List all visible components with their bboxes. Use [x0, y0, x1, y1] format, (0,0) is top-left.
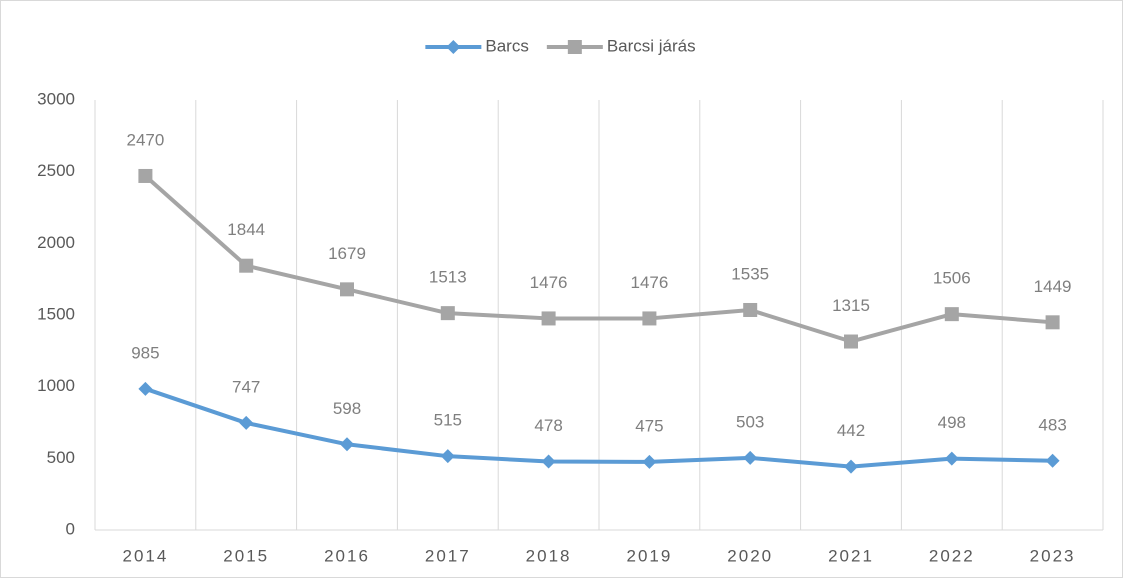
x-tick-label: 2022 [929, 546, 975, 565]
y-tick-label: 500 [47, 448, 75, 467]
data-label: 1513 [429, 268, 467, 287]
y-tick-label: 0 [66, 519, 75, 538]
x-tick-label: 2015 [223, 546, 269, 565]
y-tick-label: 3000 [37, 89, 75, 108]
data-label: 1679 [328, 244, 366, 263]
data-label: 475 [635, 416, 663, 435]
point [541, 454, 556, 469]
data-label: 483 [1038, 415, 1066, 434]
y-tick-label: 2500 [37, 161, 75, 180]
data-label: 1506 [933, 269, 971, 288]
point [440, 449, 455, 464]
legend-marker [446, 40, 461, 54]
point [239, 415, 254, 430]
point [138, 168, 153, 183]
y-tick-label: 2000 [37, 233, 75, 252]
point [340, 437, 354, 452]
data-label: 598 [333, 399, 361, 418]
y-tick-label: 1500 [37, 304, 75, 323]
legend-label: Barcs [485, 36, 528, 55]
point [239, 258, 254, 273]
series-line [144, 386, 1053, 469]
x-tick-label: 2017 [425, 546, 471, 565]
point [340, 282, 354, 297]
data-label: 1476 [530, 273, 568, 292]
data-label: 478 [534, 416, 562, 435]
point [1045, 315, 1060, 330]
x-tick-label: 2021 [828, 546, 874, 565]
point [642, 311, 657, 326]
x-tick-label: 2018 [526, 546, 572, 565]
legend-marker [567, 40, 582, 54]
data-label: 1844 [227, 220, 265, 239]
data-label: 985 [131, 343, 159, 362]
point [138, 381, 153, 396]
point [743, 302, 758, 317]
point [844, 334, 858, 349]
x-tick-label: 2016 [324, 546, 370, 565]
point [944, 307, 959, 322]
point [944, 451, 959, 466]
data-label: 1476 [630, 273, 668, 292]
data-label: 1535 [731, 264, 769, 283]
point [844, 459, 858, 474]
data-label: 1315 [832, 296, 870, 315]
legend-label: Barcsi járás [607, 36, 696, 55]
data-label: 1449 [1034, 277, 1072, 296]
data-label: 498 [938, 413, 966, 432]
x-tick-label: 2019 [626, 546, 672, 565]
series-line [144, 174, 1053, 344]
x-tick-label: 2014 [122, 546, 168, 565]
data-label: 503 [736, 412, 764, 431]
point [642, 454, 657, 469]
data-label: 747 [232, 377, 260, 396]
point [440, 306, 455, 321]
point [1045, 453, 1060, 468]
data-label: 515 [434, 411, 462, 430]
y-tick-label: 1000 [37, 376, 75, 395]
data-label: 2470 [126, 130, 164, 149]
point [743, 450, 758, 465]
point [541, 311, 556, 326]
data-label: 442 [837, 421, 865, 440]
x-tick-label: 2020 [727, 546, 773, 565]
x-tick-label: 2023 [1030, 546, 1076, 565]
